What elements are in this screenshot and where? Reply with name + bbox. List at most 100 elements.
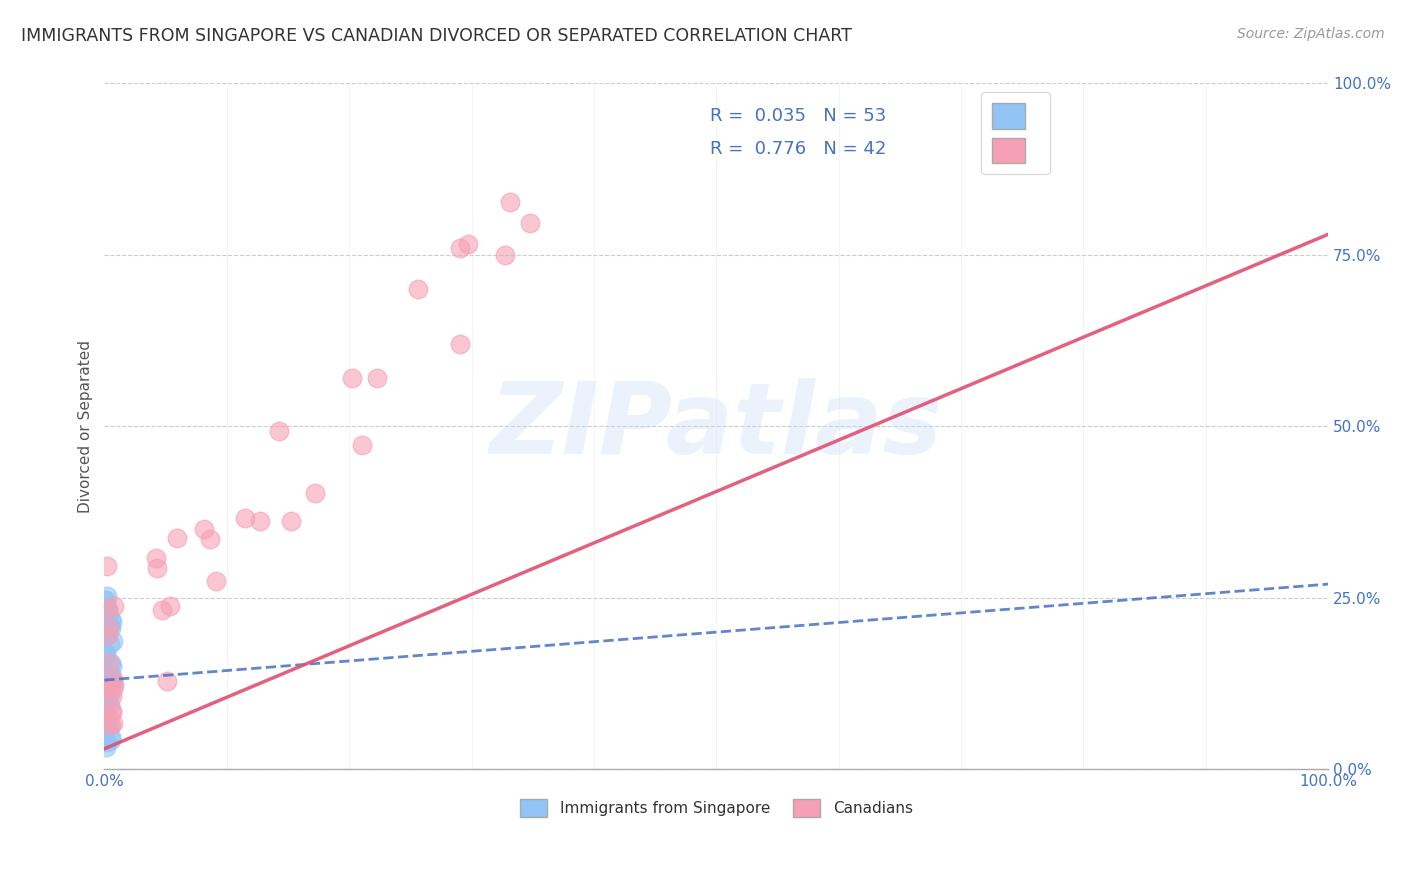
Point [96, 721, 118, 735]
Point [96, 589, 118, 603]
Point [159, 599, 181, 613]
Point [96, 693, 118, 707]
Point [145, 551, 167, 566]
Point [204, 574, 226, 589]
Point [96, 690, 118, 705]
Point [96, 628, 118, 642]
Y-axis label: Divorced or Separated: Divorced or Separated [79, 340, 93, 513]
Point [101, 681, 124, 696]
Point [494, 248, 516, 262]
Point [98, 618, 121, 632]
Legend: Immigrants from Singapore, Canadians: Immigrants from Singapore, Canadians [513, 792, 918, 823]
Point [103, 678, 125, 692]
Text: Source: ZipAtlas.com: Source: ZipAtlas.com [1237, 27, 1385, 41]
Point [94, 674, 117, 689]
Point [249, 514, 271, 528]
Point [96, 624, 118, 639]
Point [193, 522, 215, 536]
Text: R =  0.776   N = 42: R = 0.776 N = 42 [710, 140, 887, 159]
Point [100, 666, 122, 681]
Point [101, 672, 124, 686]
Point [96, 647, 118, 661]
Point [519, 216, 541, 230]
Point [97, 615, 120, 629]
Point [156, 674, 179, 689]
Point [103, 599, 125, 614]
Point [101, 704, 124, 718]
Point [94, 715, 117, 730]
Point [100, 717, 122, 731]
Point [94, 619, 117, 633]
Point [94, 668, 117, 682]
Point [146, 560, 169, 574]
Point [97, 656, 120, 670]
Point [449, 241, 471, 255]
Point [457, 237, 479, 252]
Point [94, 685, 117, 699]
Point [342, 371, 364, 385]
Point [94, 601, 117, 615]
Point [98, 621, 121, 635]
Text: ZIPatlas: ZIPatlas [489, 378, 943, 475]
Point [100, 656, 122, 670]
Point [101, 715, 124, 730]
Point [94, 720, 117, 734]
Point [101, 658, 124, 673]
Point [96, 558, 118, 573]
Point [93, 711, 115, 725]
Point [350, 438, 373, 452]
Point [280, 514, 302, 528]
Point [100, 698, 122, 712]
Point [94, 615, 117, 630]
Point [94, 708, 117, 723]
Point [198, 532, 221, 546]
Point [94, 668, 117, 682]
Point [366, 371, 388, 385]
Point [93, 648, 115, 663]
Point [166, 531, 188, 545]
Point [100, 611, 122, 625]
Text: R =  0.035   N = 53: R = 0.035 N = 53 [710, 107, 886, 126]
Point [101, 690, 124, 704]
Point [93, 592, 115, 607]
Point [304, 486, 326, 500]
Point [97, 628, 120, 642]
Point [100, 670, 122, 684]
Point [96, 626, 118, 640]
Point [100, 732, 122, 747]
Point [94, 611, 117, 625]
Point [97, 603, 120, 617]
Point [100, 621, 122, 635]
Point [97, 608, 120, 623]
Point [96, 735, 118, 749]
Point [150, 603, 173, 617]
Point [233, 511, 256, 525]
Point [94, 705, 117, 719]
Point [101, 674, 124, 689]
Point [94, 740, 117, 755]
Point [93, 607, 115, 622]
Point [93, 669, 115, 683]
Point [93, 682, 115, 697]
Point [96, 613, 118, 627]
Point [100, 730, 122, 744]
Point [96, 666, 118, 681]
Point [94, 665, 117, 679]
Point [98, 675, 121, 690]
Point [101, 615, 124, 630]
Point [94, 693, 117, 707]
Point [98, 637, 121, 651]
Point [98, 687, 121, 701]
Point [267, 425, 290, 439]
Point [499, 195, 522, 210]
Point [94, 646, 117, 660]
Point [100, 705, 122, 719]
Point [97, 602, 120, 616]
Point [96, 732, 118, 747]
Point [406, 282, 429, 296]
Point [101, 634, 124, 648]
Point [97, 682, 120, 697]
Point [97, 718, 120, 732]
Point [449, 337, 471, 351]
Text: IMMIGRANTS FROM SINGAPORE VS CANADIAN DIVORCED OR SEPARATED CORRELATION CHART: IMMIGRANTS FROM SINGAPORE VS CANADIAN DI… [21, 27, 852, 45]
